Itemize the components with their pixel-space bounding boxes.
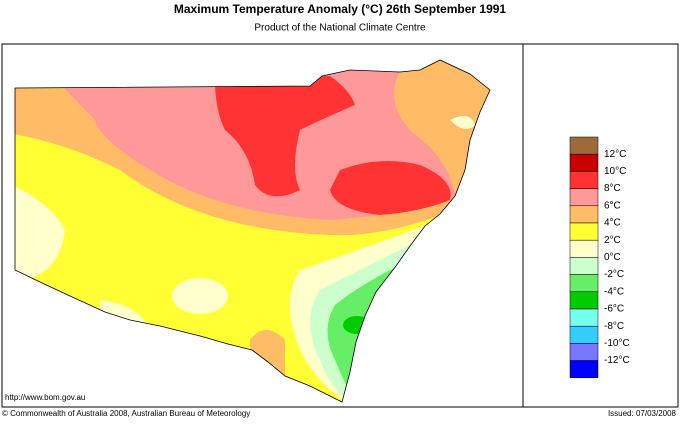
legend-swatch	[569, 171, 599, 189]
legend-label: 2°C	[604, 235, 621, 246]
legend-label: -6°C	[604, 304, 624, 315]
legend-swatch	[569, 343, 599, 361]
legend-swatch	[569, 291, 599, 310]
title: Maximum Temperature Anomaly (°C) 26th Se…	[174, 2, 507, 16]
legend-swatch	[569, 257, 599, 275]
legend-swatch	[569, 188, 599, 207]
legend-swatch	[569, 153, 599, 172]
region	[215, 76, 355, 197]
legend-label: 0°C	[604, 252, 621, 263]
legend-label: -12°C	[604, 355, 630, 366]
subtitle: Product of the National Climate Centre	[254, 23, 426, 34]
legend-swatch	[569, 308, 599, 327]
legend-label: -10°C	[604, 338, 630, 349]
region	[250, 330, 285, 380]
legend-swatch	[569, 239, 599, 258]
legend-swatch	[569, 205, 599, 224]
region	[172, 278, 228, 314]
issued-date: Issued: 07/03/2008	[608, 409, 677, 418]
region	[343, 316, 371, 334]
region	[330, 161, 451, 215]
legend-label: -4°C	[604, 286, 624, 297]
legend-label: 10°C	[604, 166, 626, 177]
legend-label: 4°C	[604, 218, 621, 229]
legend-label: -8°C	[604, 321, 624, 332]
legend-frame	[522, 43, 679, 408]
region	[450, 116, 475, 129]
legend-label: -2°C	[604, 269, 624, 280]
map	[15, 60, 490, 402]
legend-swatch	[569, 325, 599, 344]
legend-label: 12°C	[604, 149, 626, 160]
legend: 12°C 10°C 8°C 6°C 4°C 2°C 0°C -2°C -4°C -6°C -8°C -…	[569, 136, 630, 379]
copyright: © Commonwealth of Australia 2008, Austra…	[2, 409, 250, 418]
region	[15, 180, 65, 280]
legend-swatch	[569, 222, 599, 241]
legend-swatch	[569, 136, 599, 155]
legend-label: 6°C	[604, 200, 621, 211]
legend-label: 8°C	[604, 183, 621, 194]
legend-swatch	[569, 360, 599, 379]
state-outline	[14, 59, 491, 403]
source-url: http://www.bom.gov.au	[5, 393, 85, 402]
legend-swatch	[569, 274, 599, 293]
